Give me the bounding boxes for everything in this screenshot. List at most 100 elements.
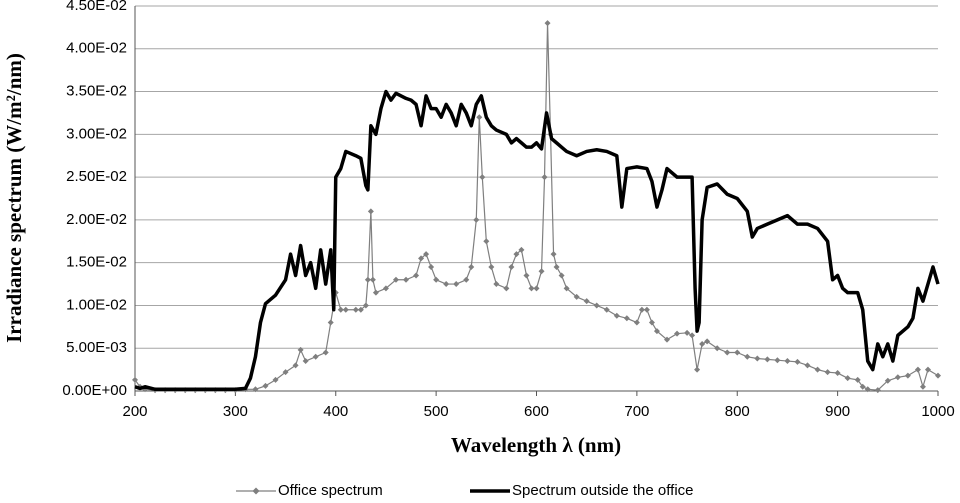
data-point bbox=[357, 306, 364, 313]
data-point bbox=[935, 372, 941, 379]
data-point bbox=[734, 349, 741, 356]
y-tick-label: 4.00E-02 bbox=[66, 40, 127, 57]
data-point bbox=[132, 376, 138, 383]
data-point bbox=[483, 238, 490, 245]
data-point bbox=[382, 285, 389, 292]
data-point bbox=[764, 356, 771, 363]
data-point bbox=[674, 330, 681, 337]
data-point bbox=[824, 369, 831, 376]
data-point bbox=[544, 20, 551, 27]
data-point bbox=[262, 382, 269, 389]
legend-label: Office spectrum bbox=[278, 482, 383, 499]
data-point bbox=[804, 362, 811, 369]
data-point bbox=[541, 174, 548, 181]
data-point bbox=[884, 377, 891, 384]
data-point bbox=[488, 263, 495, 270]
data-point bbox=[663, 336, 670, 343]
data-point bbox=[369, 276, 376, 283]
x-tick-label: 700 bbox=[624, 403, 649, 420]
data-point bbox=[704, 338, 711, 345]
data-point bbox=[794, 358, 801, 365]
data-point bbox=[684, 329, 691, 336]
series-line bbox=[134, 89, 940, 392]
data-point bbox=[573, 293, 580, 300]
data-point bbox=[423, 251, 430, 258]
data-point bbox=[518, 246, 525, 253]
data-point bbox=[613, 312, 620, 319]
data-point bbox=[282, 369, 289, 376]
data-point bbox=[503, 285, 510, 292]
data-point bbox=[694, 366, 701, 373]
legend-marker bbox=[252, 487, 260, 495]
data-point bbox=[553, 263, 560, 270]
data-point bbox=[724, 349, 731, 356]
x-tick-label: 300 bbox=[223, 403, 248, 420]
data-point bbox=[508, 263, 515, 270]
data-point bbox=[864, 386, 871, 393]
data-point bbox=[322, 349, 329, 356]
data-point bbox=[473, 216, 480, 223]
y-tick-label: 0.00E+00 bbox=[62, 382, 127, 399]
data-point bbox=[744, 353, 751, 360]
x-tick-label: 400 bbox=[323, 403, 348, 420]
data-point bbox=[854, 376, 861, 383]
data-point bbox=[418, 255, 425, 262]
data-point bbox=[337, 306, 344, 313]
data-point bbox=[699, 340, 706, 347]
data-point bbox=[302, 358, 309, 365]
data-point bbox=[528, 285, 535, 292]
data-point bbox=[914, 366, 921, 373]
data-point bbox=[364, 276, 371, 283]
data-point bbox=[583, 298, 590, 305]
data-point bbox=[844, 375, 851, 382]
data-point bbox=[463, 276, 470, 283]
data-point bbox=[428, 263, 435, 270]
data-point bbox=[558, 272, 565, 279]
x-tick-label: 900 bbox=[825, 403, 850, 420]
y-tick-label: 1.50E-02 bbox=[66, 254, 127, 271]
data-point bbox=[924, 366, 931, 373]
data-point bbox=[784, 358, 791, 365]
x-tick-label: 800 bbox=[725, 403, 750, 420]
data-point bbox=[312, 353, 319, 360]
data-point bbox=[894, 374, 901, 381]
data-point bbox=[523, 272, 530, 279]
data-point bbox=[362, 302, 369, 309]
data-point bbox=[550, 251, 557, 258]
data-point bbox=[714, 345, 721, 352]
data-point bbox=[603, 306, 610, 313]
data-point bbox=[297, 346, 304, 353]
data-point bbox=[774, 357, 781, 364]
data-point bbox=[292, 362, 299, 369]
y-tick-label: 5.00E-03 bbox=[66, 339, 127, 356]
data-point bbox=[653, 328, 660, 335]
y-tick-label: 1.00E-02 bbox=[66, 296, 127, 313]
x-tick-label: 600 bbox=[524, 403, 549, 420]
data-point bbox=[623, 315, 630, 322]
data-point bbox=[493, 281, 500, 288]
data-point bbox=[479, 174, 486, 181]
data-point bbox=[352, 306, 359, 313]
data-point bbox=[643, 306, 650, 313]
data-point bbox=[754, 355, 761, 362]
y-axis-title: Irradiance spectrum (W/m²/nm) bbox=[2, 53, 26, 343]
x-tick-label: 500 bbox=[424, 403, 449, 420]
data-point bbox=[538, 268, 545, 275]
data-point bbox=[272, 376, 279, 383]
data-point bbox=[443, 281, 450, 288]
data-point bbox=[834, 370, 841, 377]
data-point bbox=[476, 114, 483, 121]
data-point bbox=[453, 281, 460, 288]
data-point bbox=[874, 387, 881, 394]
data-point bbox=[648, 319, 655, 326]
legend-label: Spectrum outside the office bbox=[512, 482, 694, 499]
data-point bbox=[919, 383, 926, 390]
y-tick-label: 2.50E-02 bbox=[66, 168, 127, 185]
data-point bbox=[342, 306, 349, 313]
y-tick-label: 2.00E-02 bbox=[66, 211, 127, 228]
data-point bbox=[563, 285, 570, 292]
data-point bbox=[593, 302, 600, 309]
data-point bbox=[638, 306, 645, 313]
y-tick-label: 3.00E-02 bbox=[66, 125, 127, 142]
